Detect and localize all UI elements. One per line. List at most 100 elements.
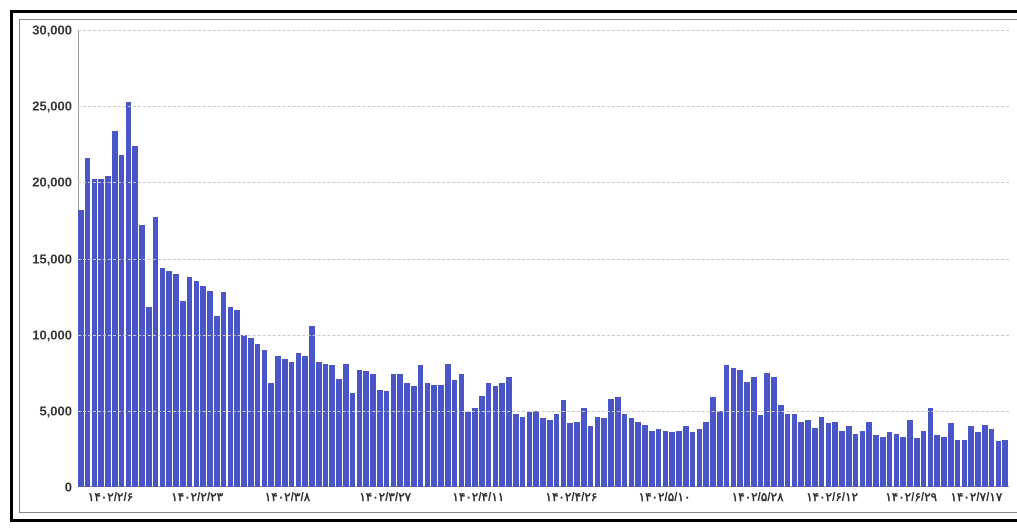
bar — [132, 146, 138, 487]
bar — [350, 393, 356, 487]
bar — [105, 176, 111, 487]
x-tick-label: ۱۴۰۲/۵/۱۰ — [639, 490, 691, 504]
x-axis-labels: ۱۴۰۲/۲/۶۱۴۰۲/۲/۲۳۱۴۰۲/۳/۸۱۴۰۲/۳/۲۷۱۴۰۲/۴… — [78, 490, 1009, 508]
bar — [234, 310, 240, 487]
bar — [527, 412, 533, 487]
bar — [336, 379, 342, 487]
grid-line — [78, 335, 1009, 336]
bar — [914, 438, 920, 487]
bar — [785, 414, 791, 487]
bar — [411, 386, 417, 487]
bar — [608, 399, 614, 487]
bar — [982, 425, 988, 487]
bar — [934, 435, 940, 487]
bar — [160, 268, 166, 487]
bar — [262, 350, 268, 487]
bar — [452, 380, 458, 487]
bar — [860, 431, 866, 487]
bar — [962, 440, 968, 487]
y-tick-label: 0 — [65, 480, 72, 495]
bar — [173, 274, 179, 487]
bar — [758, 415, 764, 487]
bar — [629, 418, 635, 487]
bar — [194, 281, 200, 487]
bar — [459, 374, 465, 487]
bar — [975, 432, 981, 487]
bar — [839, 431, 845, 487]
bar — [357, 370, 363, 487]
bar — [853, 434, 859, 487]
bar — [533, 411, 539, 487]
y-tick-label: 15,000 — [32, 251, 72, 266]
bar — [812, 428, 818, 487]
bar — [282, 359, 288, 487]
bar — [798, 422, 804, 488]
bar — [363, 371, 369, 487]
bar — [601, 418, 607, 487]
bar — [404, 383, 410, 487]
y-tick-label: 20,000 — [32, 175, 72, 190]
grid-line — [78, 411, 1009, 412]
bar — [302, 356, 308, 487]
x-tick-label: ۱۴۰۲/۴/۱۱ — [452, 490, 504, 504]
bar — [900, 437, 906, 487]
bar — [642, 425, 648, 487]
grid-line — [78, 30, 1009, 31]
bar — [98, 179, 104, 487]
bar — [907, 420, 913, 487]
bar — [731, 368, 737, 487]
bar — [431, 385, 437, 487]
bar — [683, 426, 689, 487]
bar — [499, 383, 505, 487]
bar — [200, 286, 206, 487]
bar — [894, 434, 900, 487]
bar — [438, 385, 444, 487]
bar — [486, 383, 492, 487]
y-tick-label: 30,000 — [32, 23, 72, 38]
x-tick-label: ۱۴۰۲/۷/۱۷ — [951, 490, 1003, 504]
bar — [166, 271, 172, 487]
y-tick-label: 25,000 — [32, 99, 72, 114]
bar — [520, 417, 526, 487]
bar — [187, 277, 193, 487]
x-tick-label: ۱۴۰۲/۲/۶ — [88, 490, 133, 504]
x-tick-label: ۱۴۰۲/۶/۲۹ — [885, 490, 937, 504]
bar — [744, 382, 750, 487]
bar — [703, 422, 709, 488]
bar — [78, 210, 84, 487]
bar — [921, 431, 927, 487]
bar — [968, 426, 974, 487]
bar — [928, 408, 934, 487]
bar — [649, 431, 655, 487]
bar — [826, 423, 832, 487]
grid-line — [78, 106, 1009, 107]
x-tick-label: ۱۴۰۲/۵/۲۸ — [732, 490, 784, 504]
bar — [377, 390, 383, 487]
bar — [540, 418, 546, 487]
bar — [567, 423, 573, 487]
bar — [316, 362, 322, 487]
bar — [724, 365, 730, 487]
bar — [397, 374, 403, 487]
bar — [588, 426, 594, 487]
bar — [595, 417, 601, 487]
chart-frame: 05,00010,00015,00020,00025,00030,000 ۱۴۰… — [10, 10, 1017, 522]
bar — [832, 422, 838, 488]
bar — [792, 414, 798, 487]
grid-line — [78, 182, 1009, 183]
x-tick-label: ۱۴۰۲/۳/۸ — [265, 490, 310, 504]
bar — [873, 435, 879, 487]
bar — [717, 411, 723, 487]
chart-inner: 05,00010,00015,00020,00025,00030,000 ۱۴۰… — [19, 19, 1017, 513]
bar — [370, 374, 376, 487]
bar — [180, 301, 186, 487]
x-tick-label: ۱۴۰۲/۲/۲۳ — [171, 490, 223, 504]
bar — [690, 432, 696, 487]
bar — [493, 386, 499, 487]
bar — [846, 426, 852, 487]
bar — [506, 377, 512, 487]
bar — [139, 225, 145, 487]
bar — [289, 362, 295, 487]
bar — [343, 364, 349, 487]
bar — [737, 370, 743, 487]
